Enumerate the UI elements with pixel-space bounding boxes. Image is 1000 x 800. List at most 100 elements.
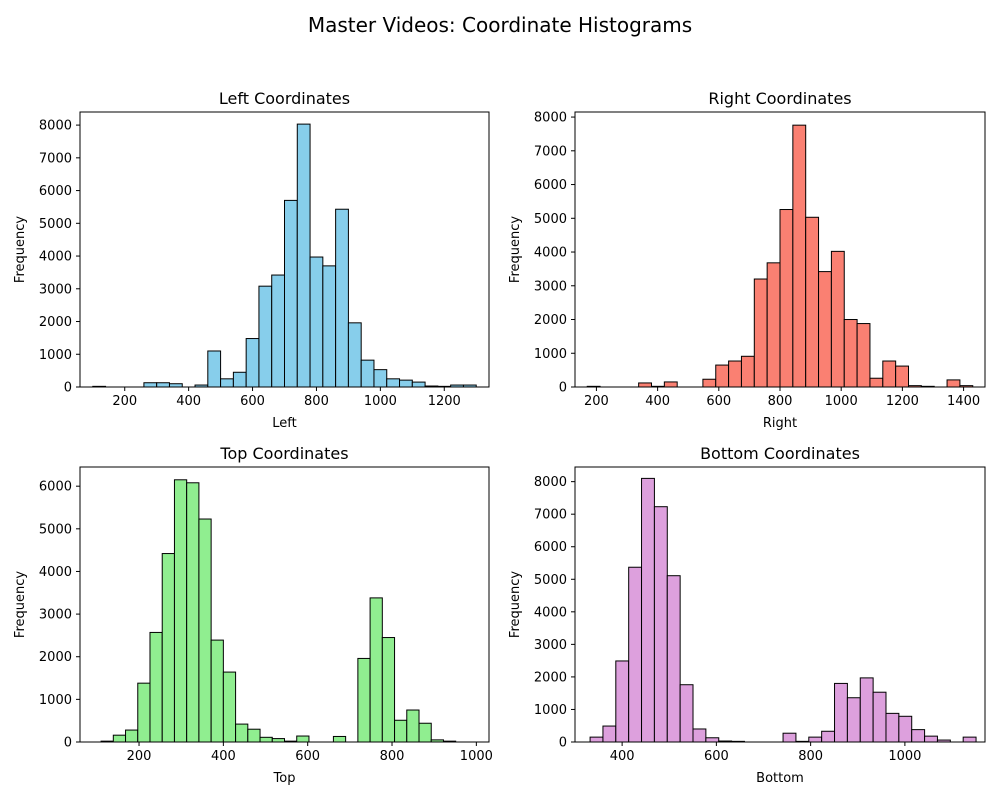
y-tick-label: 4000 (39, 565, 72, 580)
x-tick-label: 200 (584, 394, 609, 409)
histogram-bar (872, 691, 887, 743)
histogram-bar (259, 736, 273, 743)
histogram-bar (962, 736, 977, 743)
histogram-bar (728, 360, 742, 388)
histogram-bar (296, 735, 310, 743)
y-tick-label: 0 (64, 381, 72, 396)
histogram-bar (705, 737, 720, 743)
histogram-bar (924, 735, 938, 743)
histogram-bar (715, 364, 730, 388)
histogram-bar (173, 479, 188, 743)
histogram-bar (846, 697, 861, 743)
y-tick-label: 8000 (39, 119, 72, 134)
y-tick-label: 6000 (534, 178, 567, 193)
histogram-bar (235, 723, 249, 743)
histogram-bar (589, 736, 604, 743)
histogram-bar (653, 506, 668, 743)
histogram-bar (869, 377, 884, 388)
x-axis-label: Bottom (756, 771, 804, 786)
histogram-bar (411, 381, 426, 388)
histogram-bar (258, 285, 273, 388)
histogram-bar (666, 575, 681, 743)
histogram-bar (210, 639, 224, 743)
x-tick-label: 400 (610, 749, 635, 764)
y-tick-label: 4000 (534, 605, 567, 620)
x-tick-label: 1400 (947, 394, 980, 409)
x-tick-label: 800 (768, 394, 793, 409)
histogram-bar (161, 553, 175, 743)
y-tick-label: 3000 (39, 282, 72, 297)
y-tick-label: 2000 (39, 650, 72, 665)
y-tick-label: 3000 (534, 279, 567, 294)
y-tick-label: 2000 (534, 313, 567, 328)
histogram-bar (818, 271, 832, 388)
histogram-bar (245, 338, 260, 388)
histogram-bar (149, 631, 163, 743)
histogram-bar (830, 250, 845, 388)
histogram-bar (284, 199, 298, 388)
x-tick-label: 1000 (460, 749, 493, 764)
histogram-bar (628, 566, 643, 743)
panel-top: Top Coordinates Top Frequency 200 400 600 8… (13, 444, 493, 786)
histogram-bar (895, 365, 910, 388)
histogram-bar (859, 677, 874, 743)
histogram-bar (198, 518, 212, 743)
x-tick-label: 200 (127, 749, 152, 764)
histogram-bar (782, 732, 797, 743)
panel-title: Bottom Coordinates (700, 444, 860, 463)
y-tick-label: 7000 (534, 508, 567, 523)
y-tick-label: 7000 (534, 144, 567, 159)
histogram-bar (369, 597, 383, 743)
x-tick-label: 800 (304, 394, 329, 409)
y-tick-label: 3000 (534, 638, 567, 653)
histogram-bar (615, 660, 630, 743)
y-tick-label: 2000 (534, 670, 567, 685)
axes-frame (79, 466, 490, 743)
x-tick-label: 400 (211, 749, 236, 764)
x-tick-label: 600 (706, 394, 731, 409)
x-tick-label: 800 (798, 749, 823, 764)
y-tick-label: 1000 (39, 348, 72, 363)
y-tick-label: 5000 (534, 212, 567, 227)
histogram-bar (222, 671, 237, 743)
figure-title: Master Videos: Coordinate Histograms (308, 13, 692, 37)
x-tick-label: 200 (112, 394, 137, 409)
x-axis-label: Right (763, 416, 797, 431)
y-tick-label: 2000 (39, 315, 72, 330)
histogram-bar (347, 322, 362, 388)
y-tick-label: 5000 (39, 217, 72, 232)
bars (589, 477, 977, 743)
histogram-bar (186, 482, 200, 743)
y-tick-label: 0 (559, 736, 567, 751)
x-tick-label: 1000 (825, 394, 858, 409)
y-axis-label: Frequency (13, 216, 28, 283)
y-tick-label: 7000 (39, 151, 72, 166)
histogram-bar (137, 682, 151, 743)
y-tick-label: 0 (64, 736, 72, 751)
histogram-bar (394, 719, 408, 743)
panel-title: Right Coordinates (708, 89, 851, 108)
x-tick-label: 600 (295, 749, 320, 764)
y-tick-label: 5000 (39, 522, 72, 537)
histogram-bar (360, 359, 375, 388)
y-tick-label: 4000 (39, 250, 72, 265)
histogram-bar (125, 729, 139, 743)
histogram-bar (271, 738, 285, 743)
histogram-bar (156, 382, 170, 388)
x-axis-label: Top (273, 771, 296, 786)
histogram-bar (143, 382, 158, 388)
x-tick-label: 400 (176, 394, 201, 409)
histogram-bar (898, 715, 913, 743)
histogram-bar (332, 735, 347, 743)
histogram-bar (679, 684, 694, 743)
histogram-bar (309, 256, 324, 388)
histogram-bar (638, 382, 652, 388)
y-tick-label: 6000 (39, 184, 72, 199)
histogram-bar (220, 378, 234, 388)
histogram-bar (386, 378, 401, 388)
histogram-bar (232, 371, 247, 388)
histogram-bar (373, 369, 388, 388)
panel-bottom: Bottom Coordinates Bottom Frequency 400 6… (508, 444, 986, 786)
panel-left: Left Coordinates Left Frequency 200 400 60… (13, 89, 490, 431)
